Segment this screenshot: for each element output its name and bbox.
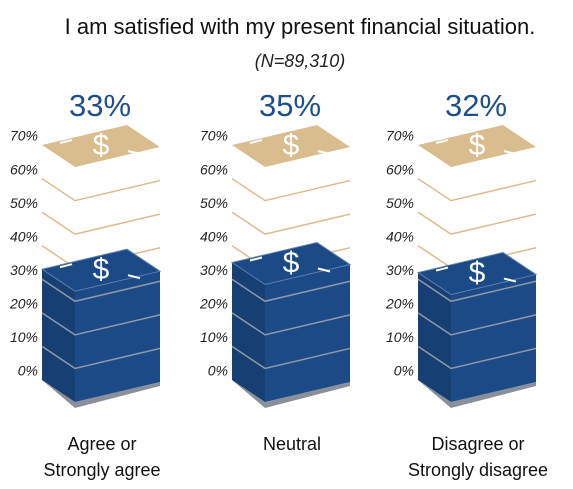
bill-dash xyxy=(249,139,263,144)
bill-dash xyxy=(503,150,517,155)
y-tick-label: 0% xyxy=(18,363,38,379)
value-label: 35% xyxy=(259,88,321,123)
stack-left xyxy=(232,262,265,402)
dollar-icon: $ xyxy=(283,246,300,279)
y-tick-label: 40% xyxy=(200,228,228,244)
stack-shadow xyxy=(42,380,160,408)
y-tick-label: 0% xyxy=(208,363,228,379)
empty-level xyxy=(41,211,161,235)
chart-title: I am satisfied with my present financial… xyxy=(65,14,536,39)
bill-dash xyxy=(127,274,141,280)
bill-dash xyxy=(317,150,331,155)
bill-dash xyxy=(127,150,141,155)
empty-level xyxy=(417,177,537,202)
bill-dash xyxy=(435,266,449,272)
stack-top xyxy=(416,252,538,296)
y-tick-label: 40% xyxy=(10,228,38,244)
y-tick-label: 60% xyxy=(386,161,414,177)
stack-top xyxy=(40,248,162,292)
money-stack: $ xyxy=(230,241,352,408)
stack-divider xyxy=(231,312,351,336)
dollar-icon: $ xyxy=(283,129,300,162)
bill-face xyxy=(418,125,536,167)
stack-divider xyxy=(41,278,161,303)
stack-shadow xyxy=(418,380,536,408)
money-stack: $ xyxy=(416,252,538,408)
stack-right xyxy=(265,264,350,402)
y-tick-label: 50% xyxy=(386,195,414,211)
y-tick-label: 30% xyxy=(386,262,414,278)
y-tick-label: 10% xyxy=(200,329,228,345)
empty-bill: $ xyxy=(232,125,350,167)
y-tick-label: 0% xyxy=(394,363,414,379)
y-tick-label: 60% xyxy=(200,161,228,177)
bill-dash xyxy=(59,139,73,144)
dollar-icon: $ xyxy=(93,129,110,162)
stack-shadow xyxy=(232,380,350,408)
bill-dash xyxy=(59,263,73,269)
stack-divider xyxy=(41,312,161,336)
bill-face xyxy=(232,125,350,167)
bill-dash xyxy=(435,139,449,144)
empty-bill: $ xyxy=(42,125,160,167)
empty-bill: $ xyxy=(418,125,536,167)
y-tick-label: 60% xyxy=(10,161,38,177)
stack-divider xyxy=(417,312,537,336)
y-tick-label: 40% xyxy=(386,228,414,244)
y-tick-label: 10% xyxy=(10,329,38,345)
bill-dash xyxy=(317,267,331,273)
dollar-icon: $ xyxy=(93,253,110,286)
y-tick-label: 70% xyxy=(10,128,38,144)
stack-left xyxy=(42,269,75,402)
bill-face xyxy=(42,125,160,167)
stack-divider xyxy=(41,345,161,370)
y-tick-label: 10% xyxy=(386,329,414,345)
y-tick-label: 70% xyxy=(386,128,414,144)
empty-level xyxy=(417,211,537,235)
empty-level xyxy=(231,177,351,202)
y-tick-label: 50% xyxy=(200,195,228,211)
stack-right xyxy=(75,271,160,402)
stack-top xyxy=(230,241,352,286)
chart-subtitle: (N=89,310) xyxy=(255,51,346,71)
value-label: 32% xyxy=(445,88,507,123)
value-label: 33% xyxy=(69,88,131,123)
empty-level xyxy=(41,177,161,202)
y-tick-label: 20% xyxy=(385,296,414,312)
y-tick-label: 20% xyxy=(9,296,38,312)
dollar-icon: $ xyxy=(469,256,486,289)
category-label: Disagree or Strongly disagree xyxy=(407,434,549,480)
bill-dash xyxy=(249,256,263,262)
y-tick-label: 20% xyxy=(199,296,228,312)
stack-divider xyxy=(417,345,537,370)
money-stack: $ xyxy=(40,248,162,408)
bill-dash xyxy=(503,277,517,283)
category-label: Neutral xyxy=(262,434,322,454)
stack-divider xyxy=(417,278,537,303)
y-tick-label: 30% xyxy=(200,262,228,278)
y-tick-label: 70% xyxy=(200,128,228,144)
empty-level xyxy=(231,211,351,235)
stack-left xyxy=(418,272,451,402)
dollar-icon: $ xyxy=(469,129,486,162)
stack-right xyxy=(451,274,536,402)
y-tick-label: 50% xyxy=(10,195,38,211)
stack-divider xyxy=(231,278,351,303)
stack-divider xyxy=(231,345,351,370)
y-tick-label: 30% xyxy=(10,262,38,278)
category-label: Agree or Strongly agree xyxy=(43,434,161,480)
